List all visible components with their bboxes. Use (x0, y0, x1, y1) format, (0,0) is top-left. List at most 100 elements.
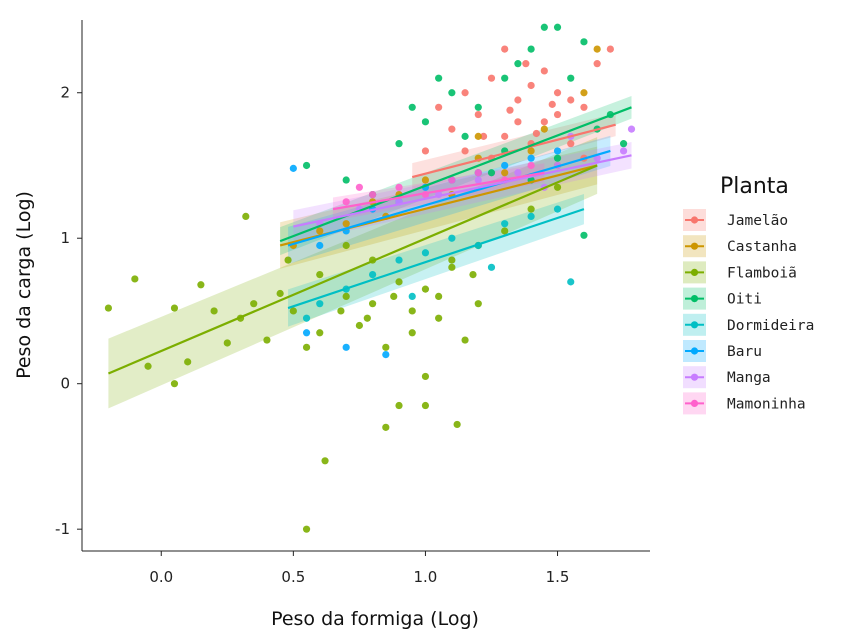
confidence-ribbon (293, 142, 632, 243)
data-point (395, 140, 403, 148)
data-point (355, 183, 363, 191)
data-point (540, 23, 548, 31)
legend-item: Mamoninha (683, 392, 806, 415)
data-point (390, 292, 398, 301)
legend-label: Flamboiã (727, 265, 797, 281)
data-point (514, 60, 522, 68)
data-point (421, 249, 430, 257)
regression-lines (107, 106, 632, 375)
legend-item: Castanha (683, 235, 797, 258)
data-point (461, 147, 469, 155)
data-point (448, 125, 456, 133)
data-point (395, 256, 403, 264)
legend-key-point (690, 399, 699, 407)
confidence-ribbon (280, 95, 632, 256)
data-point (408, 292, 416, 301)
confidence-ribbon (108, 137, 598, 409)
data-point (395, 278, 403, 286)
regression-line (287, 149, 611, 247)
x-tick-label: 0.0 (149, 568, 173, 586)
data-point (501, 74, 509, 82)
data-point (302, 525, 311, 533)
data-point (453, 420, 461, 429)
data-point (337, 307, 345, 315)
legend-item: Baru (683, 340, 762, 362)
data-point (527, 45, 535, 53)
data-point (263, 336, 271, 344)
data-point (408, 307, 416, 315)
data-point (501, 169, 509, 177)
data-point (342, 198, 350, 206)
data-point (461, 132, 469, 140)
data-point (435, 103, 443, 111)
data-point (506, 106, 514, 114)
legend-label: Baru (727, 344, 762, 360)
regression-line (332, 171, 545, 211)
data-point (474, 103, 482, 111)
data-point (540, 118, 548, 126)
data-point (408, 103, 416, 111)
data-point (474, 169, 482, 177)
data-point (548, 100, 556, 108)
data-point (474, 132, 482, 140)
data-point (567, 74, 575, 82)
data-point (250, 300, 258, 308)
data-point (567, 96, 575, 104)
data-point (553, 183, 562, 191)
data-point (382, 423, 390, 431)
data-point (448, 89, 456, 97)
data-point (553, 147, 562, 155)
data-point (501, 45, 509, 53)
y-ticks: -1 0 1 2 (55, 84, 82, 538)
data-point (369, 270, 377, 279)
data-point (316, 270, 324, 279)
data-point (567, 140, 575, 148)
y-tick-label: 1 (60, 229, 70, 247)
data-point (580, 38, 588, 46)
data-point (619, 140, 628, 148)
data-point (276, 289, 284, 298)
data-point (627, 125, 636, 133)
data-point (514, 96, 522, 104)
data-point (553, 154, 562, 162)
data-point (540, 125, 548, 133)
y-tick-label: 2 (60, 84, 70, 102)
data-point (553, 23, 562, 31)
regression-line (107, 164, 598, 375)
data-point (144, 362, 152, 370)
legend-key-point (690, 295, 699, 303)
data-point (593, 45, 601, 53)
data-point (553, 89, 562, 97)
data-point (474, 110, 482, 119)
legend-key-point (690, 216, 699, 224)
legend-key-point (690, 373, 699, 381)
legend-items: Jamelão Castanha Flamboiã Oiti Dormideira Bar… (683, 209, 814, 415)
y-axis-title: Peso da carga (Log) (13, 191, 35, 379)
data-point (316, 241, 324, 250)
data-point (355, 321, 363, 330)
y-tick-label: 0 (60, 375, 70, 393)
data-point (302, 161, 311, 170)
data-point (448, 176, 456, 184)
data-point (469, 270, 477, 279)
legend-title: Planta (720, 174, 789, 199)
data-point (527, 154, 535, 162)
legend: Planta Jamelão Castanha Flamboiã Oiti Dormid… (683, 174, 814, 415)
data-point (474, 300, 482, 308)
data-point (321, 457, 329, 465)
data-point (501, 227, 509, 235)
data-point (342, 241, 350, 250)
data-point (527, 212, 535, 220)
data-point (522, 60, 530, 68)
data-point (527, 147, 535, 155)
data-point (580, 231, 588, 239)
x-tick-label: 1.5 (546, 568, 570, 586)
legend-key-point (690, 268, 699, 276)
data-point (316, 329, 324, 337)
data-point (289, 307, 297, 315)
data-point (567, 278, 575, 286)
data-point (421, 176, 430, 184)
legend-key-point (690, 347, 699, 355)
data-point (210, 307, 218, 315)
data-point (369, 190, 377, 199)
